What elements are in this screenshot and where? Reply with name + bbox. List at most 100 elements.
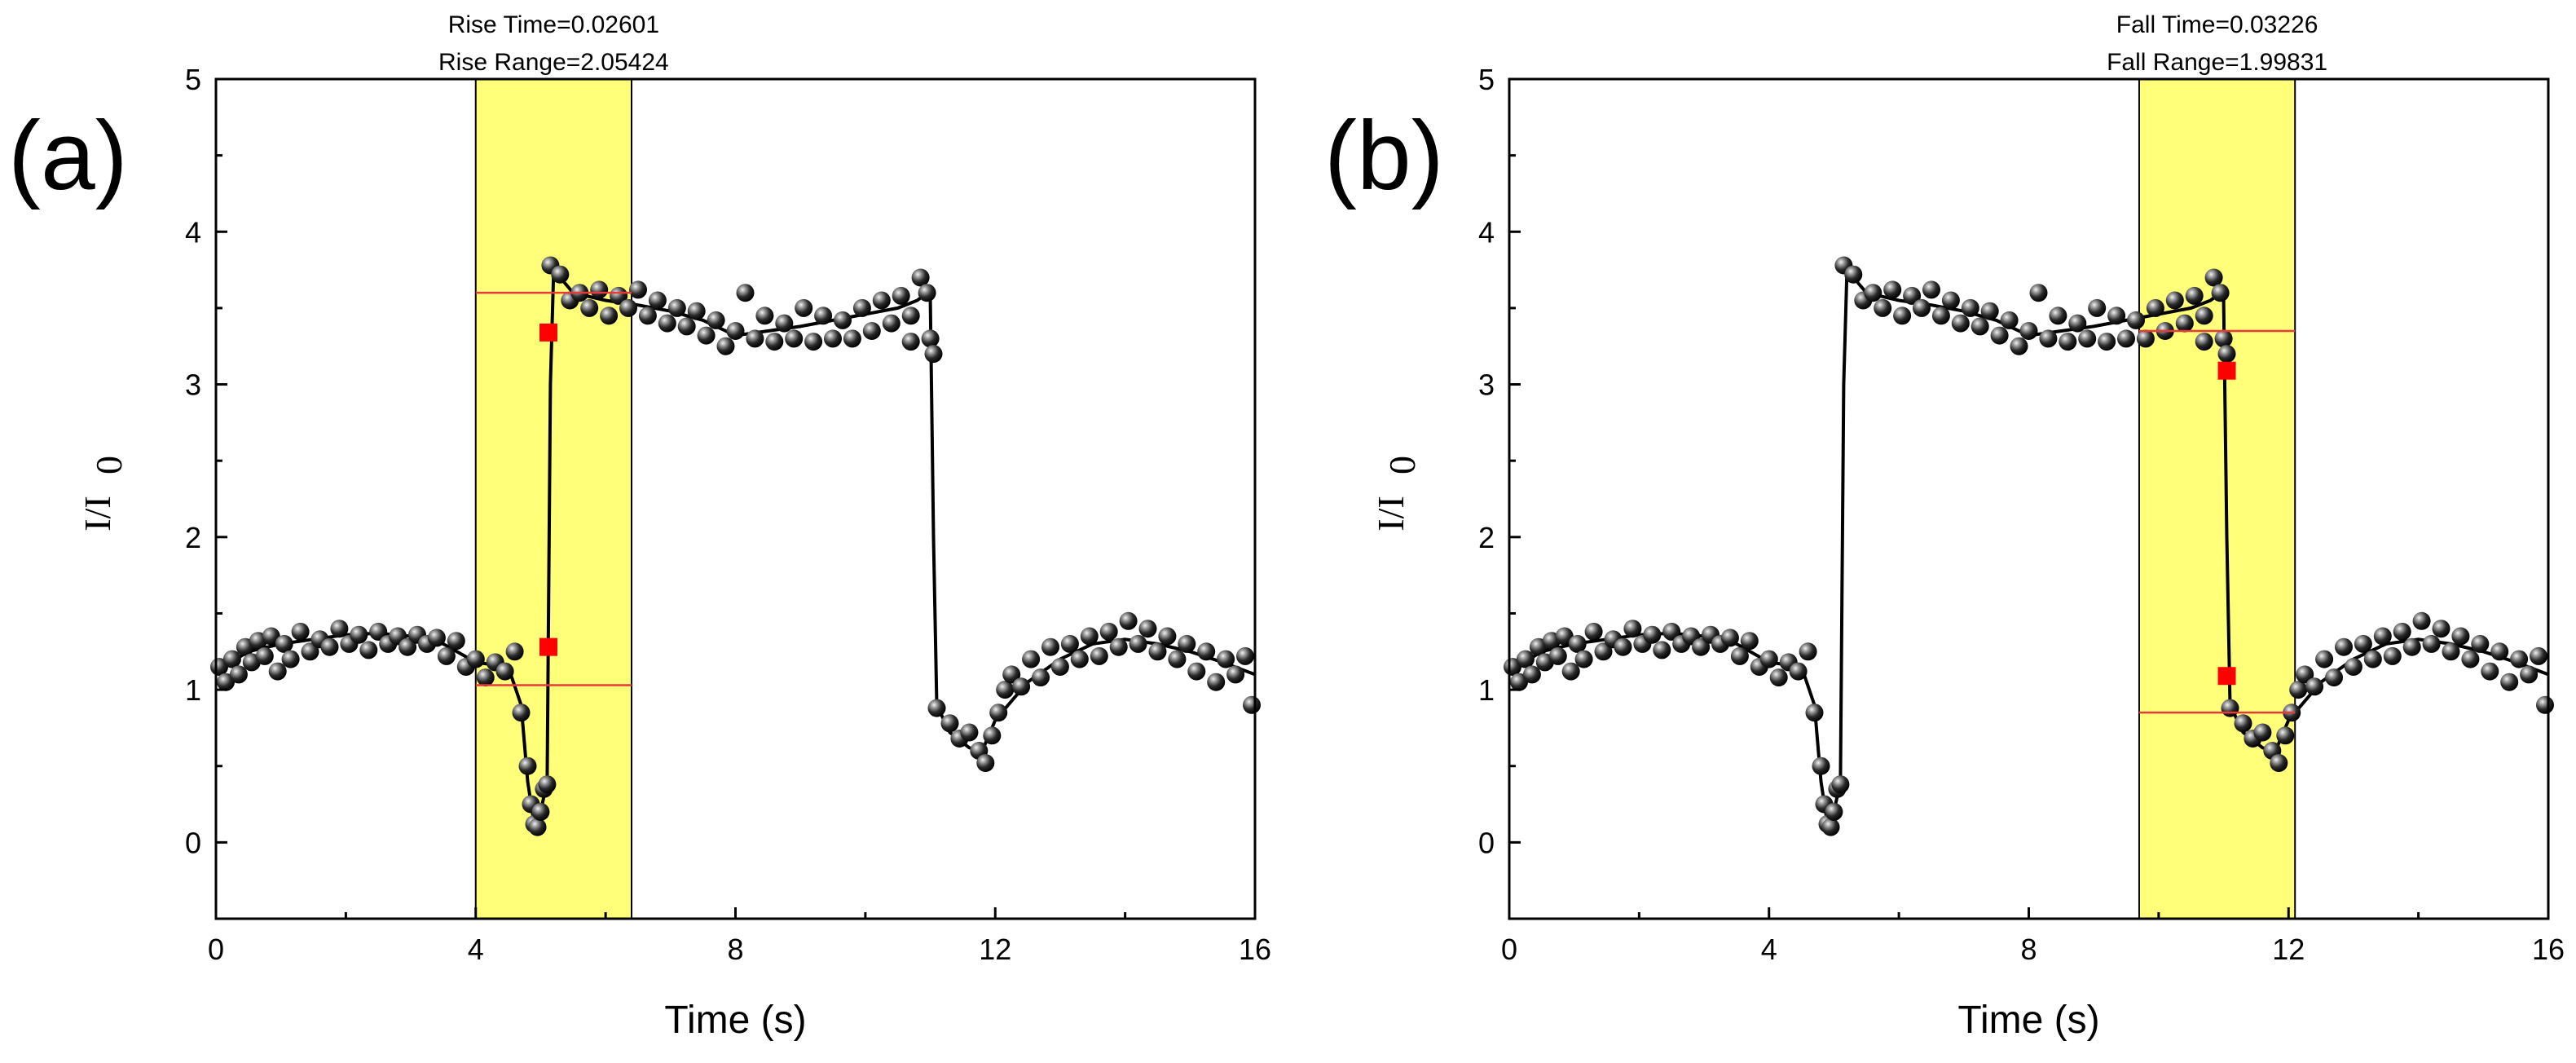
data-point — [1864, 284, 1882, 302]
data-point — [2422, 634, 2441, 653]
data-point — [528, 818, 547, 836]
data-point — [1941, 291, 1960, 310]
data-point — [437, 646, 456, 665]
data-point — [2276, 726, 2295, 745]
data-point — [1129, 634, 1147, 653]
x-tick-label: 16 — [1239, 933, 1271, 966]
data-point — [911, 268, 930, 287]
x-tick-label: 4 — [1761, 933, 1777, 966]
threshold-marker — [2217, 667, 2236, 686]
data-point — [1138, 620, 1157, 638]
data-point — [427, 629, 446, 647]
data-point — [1197, 642, 1216, 661]
y-axis-label-main: I/I — [1370, 496, 1411, 531]
data-point — [2393, 622, 2411, 641]
x-tick-label: 0 — [208, 933, 224, 966]
data-point — [1555, 627, 1574, 646]
data-point — [2175, 314, 2194, 333]
data-point — [824, 329, 842, 348]
data-point — [677, 317, 696, 336]
data-point — [2471, 634, 2490, 653]
data-point — [726, 322, 745, 340]
highlight-band — [474, 78, 632, 920]
data-point — [2451, 627, 2470, 646]
data-point — [765, 333, 784, 351]
y-tick-label: 1 — [185, 673, 201, 707]
data-point — [2029, 284, 2048, 302]
data-point — [2461, 650, 2480, 668]
data-point — [1012, 677, 1031, 696]
data-point — [1799, 642, 1817, 661]
data-point — [1821, 818, 1840, 836]
data-point — [262, 627, 280, 646]
data-point — [2490, 642, 2509, 661]
data-point — [1614, 637, 1632, 656]
data-point — [843, 329, 861, 348]
data-point — [1893, 307, 1912, 325]
y-tick-label: 1 — [1478, 673, 1495, 707]
data-point — [2510, 650, 2529, 668]
data-point — [1812, 756, 1830, 775]
data-point — [872, 291, 891, 310]
data-point — [746, 329, 764, 348]
data-point — [1922, 280, 1940, 299]
data-point — [1643, 625, 1662, 644]
data-point — [2127, 311, 2145, 329]
data-point — [1931, 307, 1950, 325]
data-point — [229, 665, 248, 684]
data-point — [1831, 775, 1850, 794]
data-point — [369, 622, 388, 641]
data-point — [2000, 311, 2019, 329]
data-point — [2059, 333, 2077, 351]
annotation-line: Rise Range=2.05424 — [438, 49, 669, 76]
data-point — [2270, 754, 2288, 772]
data-point — [2354, 634, 2372, 653]
data-point — [518, 756, 537, 775]
y-tick-label: 2 — [185, 521, 201, 554]
data-point — [1769, 668, 1788, 687]
data-point — [330, 620, 349, 638]
data-point — [2195, 333, 2213, 351]
data-point — [281, 650, 300, 668]
y-tick-label: 5 — [185, 63, 201, 96]
x-tick-label: 4 — [468, 933, 484, 966]
data-point — [1236, 646, 1254, 665]
data-point — [1050, 658, 1069, 676]
data-point — [505, 642, 524, 661]
data-point — [927, 699, 946, 717]
data-point — [2296, 665, 2314, 684]
threshold-marker — [2217, 361, 2236, 380]
data-point — [1148, 642, 1167, 661]
data-point — [1226, 665, 1245, 684]
data-point — [1594, 642, 1613, 661]
y-tick-label: 0 — [185, 826, 201, 859]
data-point — [268, 662, 287, 681]
data-point — [1561, 662, 1580, 681]
data-point — [1243, 695, 1261, 714]
x-tick-label: 16 — [2532, 933, 2565, 966]
data-point — [1759, 650, 1778, 668]
data-point — [2098, 333, 2116, 351]
data-point — [2214, 329, 2233, 348]
data-point — [707, 311, 725, 329]
data-point — [2195, 307, 2213, 325]
data-point — [1951, 314, 1970, 333]
data-point — [350, 625, 368, 644]
data-point — [2383, 646, 2402, 665]
data-point — [2442, 642, 2460, 661]
series-line — [1508, 265, 2549, 830]
data-point — [658, 314, 676, 333]
data-point — [1961, 298, 1979, 317]
data-point — [1844, 265, 1863, 284]
data-point — [1041, 637, 1059, 656]
data-point — [1119, 611, 1138, 630]
data-point — [580, 298, 599, 317]
data-point — [795, 298, 813, 317]
data-point — [804, 333, 823, 351]
data-point — [1070, 650, 1089, 668]
series-line — [214, 265, 1256, 830]
panel-label: (b) — [1324, 101, 1444, 210]
data-point — [1178, 634, 1196, 653]
data-point — [2325, 668, 2343, 687]
data-point — [2088, 298, 2107, 317]
